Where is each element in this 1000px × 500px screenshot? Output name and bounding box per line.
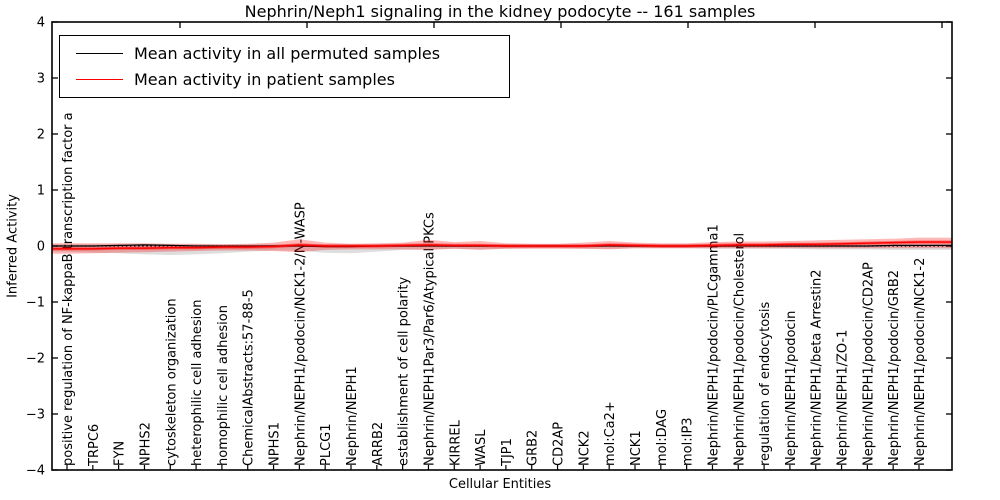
- x-tick-label: Nephrin/NEPH1/podocin/CD2AP: [861, 262, 876, 466]
- y-tick-label: −1: [26, 296, 45, 311]
- x-tick-label: PLCG1: [319, 423, 334, 466]
- legend-entry-patient: Mean activity in patient samples: [76, 70, 509, 89]
- x-tick-label: WASL: [474, 429, 489, 466]
- x-tick-label: FYN: [113, 441, 128, 466]
- x-tick-label: Nephrin/NEPH1/podocin/NCK1-2/N-WASP: [293, 202, 308, 466]
- legend-label-patient: Mean activity in patient samples: [134, 70, 395, 90]
- legend: Mean activity in all permuted samples Me…: [59, 35, 510, 98]
- y-tick-label: 0: [37, 240, 45, 255]
- x-tick-label: mol:Ca2+: [603, 401, 618, 466]
- x-tick-label: Nephrin/NEPH1/beta Arrestin2: [810, 270, 825, 467]
- x-tick-label: regulation of endocytosis: [758, 301, 773, 466]
- y-tick-label: 2: [37, 128, 45, 143]
- x-tick-label: KIRREL: [448, 419, 463, 466]
- x-tick-label: establishment of cell polarity: [397, 277, 412, 466]
- x-tick-label: mol:DAG: [655, 409, 670, 466]
- y-tick-label: 1: [37, 184, 45, 199]
- chart-title: Nephrin/Neph1 signaling in the kidney po…: [244, 2, 756, 21]
- x-axis-label: Cellular Entities: [448, 477, 552, 492]
- x-tick-label: ARRB2: [371, 422, 386, 466]
- x-tick-label: homophilic cell adhesion: [216, 305, 231, 466]
- x-tick-label: GRB2: [526, 430, 541, 466]
- y-tick-label: −2: [26, 352, 45, 367]
- x-tick-label: CD2AP: [552, 422, 567, 466]
- x-tick-label: ChemicalAbstracts:57-88-5: [242, 289, 257, 466]
- x-tick-label: Nephrin/NEPH1/podocin/Cholesterol: [732, 233, 747, 466]
- legend-label-permuted: Mean activity in all permuted samples: [134, 43, 441, 63]
- x-tick-label: Nephrin/NEPH1/podocin/NCK1-2: [913, 258, 928, 466]
- x-tick-label: TJP1: [500, 438, 515, 467]
- x-tick-label: heterophilic cell adhesion: [190, 300, 205, 467]
- x-tick-label: NCK2: [577, 430, 592, 466]
- x-tick-label: Nephrin/NEPH1: [345, 366, 360, 466]
- y-tick-label: 3: [37, 72, 45, 87]
- x-tick-label: NCK1: [629, 430, 644, 466]
- x-tick-label: Nephrin/NEPH1Par3/Par6/Atypical PKCs: [422, 212, 437, 466]
- x-tick-label: cytoskeleton organization: [164, 298, 179, 466]
- y-tick-label: −4: [26, 464, 45, 479]
- x-tick-label: Nephrin/NEPH1/podocin/PLCgamma1: [706, 224, 721, 466]
- permuted-line-sample: [76, 52, 123, 54]
- x-tick-label: NPHS1: [268, 422, 283, 466]
- x-tick-label: mol:IP3: [681, 417, 696, 466]
- patient-line-sample: [76, 79, 123, 81]
- y-tick-label: −3: [26, 408, 45, 423]
- x-tick-label: Nephrin/NEPH1/podocin: [784, 311, 799, 466]
- legend-entry-permuted: Mean activity in all permuted samples: [76, 44, 509, 63]
- x-tick-label: positive regulation of NF-kappaB transcr…: [61, 112, 76, 466]
- x-tick-label: TRPC6: [87, 424, 102, 467]
- x-tick-label: NPHS2: [138, 422, 153, 466]
- axes-frame: [51, 21, 953, 471]
- patient-mean-line: [52, 241, 952, 250]
- x-tick-label: Nephrin/NEPH1/ZO-1: [836, 330, 851, 466]
- x-tick-label: Nephrin/NEPH1/podocin/GRB2: [887, 270, 902, 466]
- y-tick-label: 4: [37, 16, 45, 31]
